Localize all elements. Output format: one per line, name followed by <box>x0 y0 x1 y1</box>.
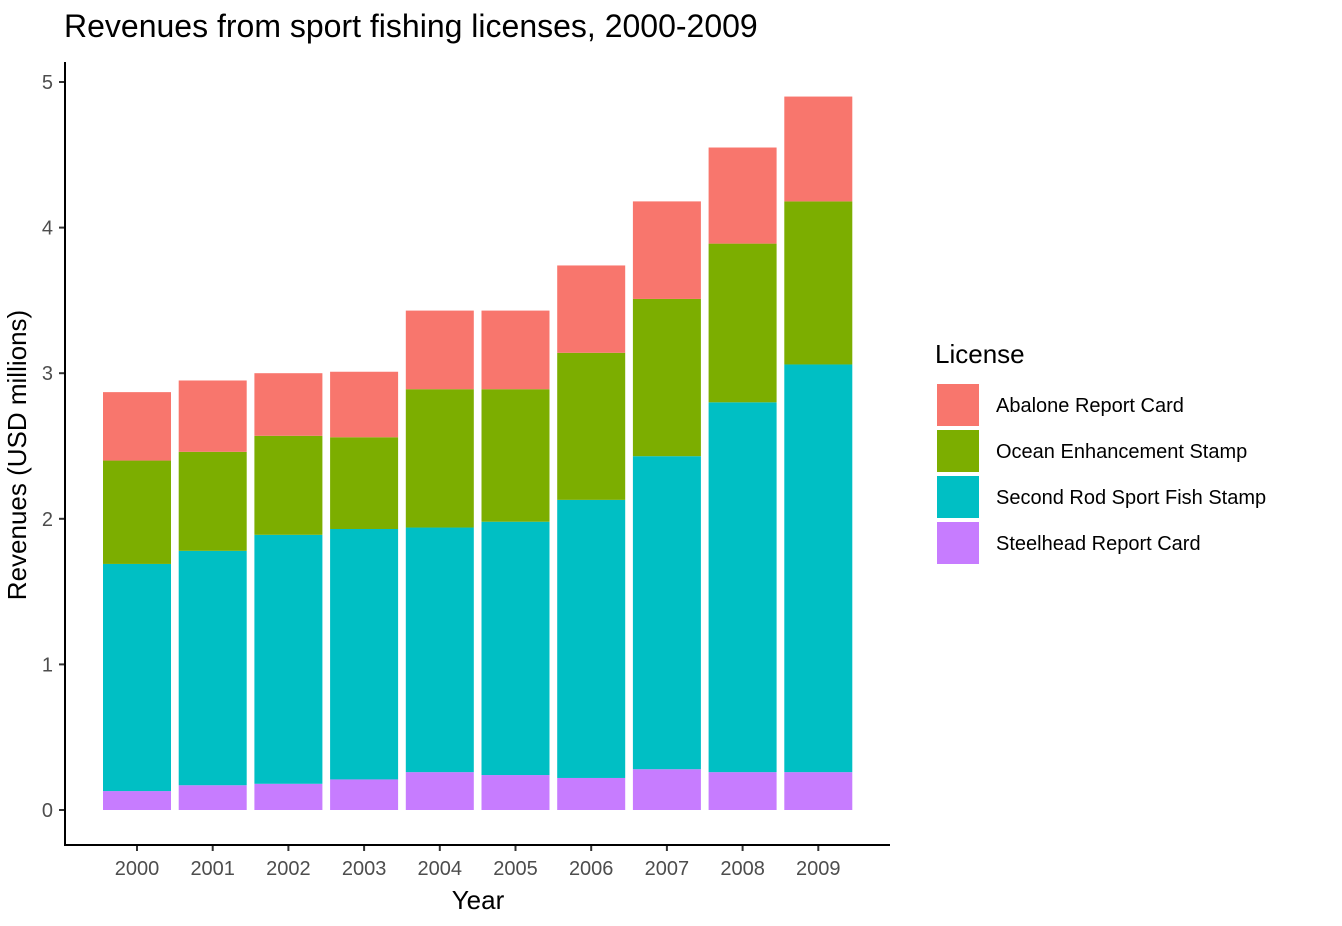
x-axis-title: Year <box>452 885 505 915</box>
bar-segment <box>254 373 323 436</box>
y-axis-title: Revenues (USD millions) <box>2 310 32 600</box>
bar-segment <box>178 550 247 786</box>
bar-segment <box>481 521 550 776</box>
x-tick-label: 2009 <box>796 858 841 880</box>
bar-segment <box>405 389 474 528</box>
legend-swatch <box>937 430 979 472</box>
y-tick-label: 3 <box>42 363 53 385</box>
bar-segment <box>405 527 474 773</box>
bar-segment <box>708 243 777 403</box>
x-tick-label: 2005 <box>493 858 538 880</box>
bar-segment <box>103 563 171 792</box>
y-tick-label: 5 <box>42 72 53 94</box>
bar-segment <box>784 364 853 773</box>
legend-label: Ocean Enhancement Stamp <box>996 441 1247 463</box>
bar-segment <box>784 772 853 810</box>
x-tick-label: 2008 <box>720 858 765 880</box>
bar-segment <box>708 772 777 810</box>
bar-segment <box>708 402 777 773</box>
legend-label: Abalone Report Card <box>996 395 1184 417</box>
legend-title: License <box>935 339 1025 369</box>
bar-segment <box>632 201 701 299</box>
bar-segment <box>784 201 853 365</box>
legend-label: Steelhead Report Card <box>996 533 1201 555</box>
legend-items: Abalone Report Card Ocean Enhancement Sta… <box>937 384 1266 564</box>
bar-segment <box>103 392 171 461</box>
bar-segment <box>178 451 247 551</box>
bar-segment <box>103 791 171 810</box>
bar-segment <box>481 389 550 522</box>
legend-label: Second Rod Sport Fish Stamp <box>996 487 1266 509</box>
y-tick-label: 0 <box>42 800 53 822</box>
x-tick-label: 2004 <box>418 858 463 880</box>
legend: License Abalone Report Card Ocean Enhance… <box>935 339 1266 564</box>
x-tick-label: 2007 <box>645 858 690 880</box>
y-axis-ticks: 0 1 2 3 4 5 <box>42 72 65 822</box>
bar-segment <box>405 310 474 390</box>
x-tick-label: 2002 <box>266 858 311 880</box>
bar-segment <box>103 460 171 564</box>
x-axis-ticks: 2000 2001 2002 2003 2004 2005 2006 2007 2008 2009 <box>115 845 841 880</box>
bar-segment <box>557 499 626 778</box>
bar-segment <box>405 772 474 810</box>
bar-segment <box>254 783 323 810</box>
bars-group <box>103 96 853 810</box>
legend-swatch <box>937 476 979 518</box>
bar-segment <box>330 779 399 810</box>
bar-segment <box>178 785 247 810</box>
bar-segment <box>557 352 626 500</box>
bar-segment <box>632 298 701 457</box>
bar-segment <box>632 769 701 810</box>
bar-segment <box>330 528 399 780</box>
bar-segment <box>254 435 323 535</box>
bar-segment <box>481 310 550 390</box>
x-tick-label: 2000 <box>115 858 160 880</box>
y-tick-label: 4 <box>42 218 53 240</box>
legend-swatch <box>937 384 979 426</box>
bar-segment <box>254 534 323 784</box>
bar-segment <box>557 777 626 810</box>
legend-swatch <box>937 522 979 564</box>
bar-segment <box>481 775 550 810</box>
x-tick-label: 2006 <box>569 858 614 880</box>
y-tick-label: 1 <box>42 654 53 676</box>
bar-segment <box>330 437 399 529</box>
bar-segment <box>330 371 399 438</box>
bar-segment <box>178 380 247 452</box>
chart-title: Revenues from sport fishing licenses, 20… <box>64 8 758 44</box>
x-tick-label: 2001 <box>190 858 235 880</box>
bar-segment <box>708 147 777 244</box>
x-tick-label: 2003 <box>342 858 387 880</box>
bar-segment <box>632 456 701 770</box>
bar-segment <box>557 265 626 353</box>
y-tick-label: 2 <box>42 509 53 531</box>
bar-segment <box>784 96 853 202</box>
